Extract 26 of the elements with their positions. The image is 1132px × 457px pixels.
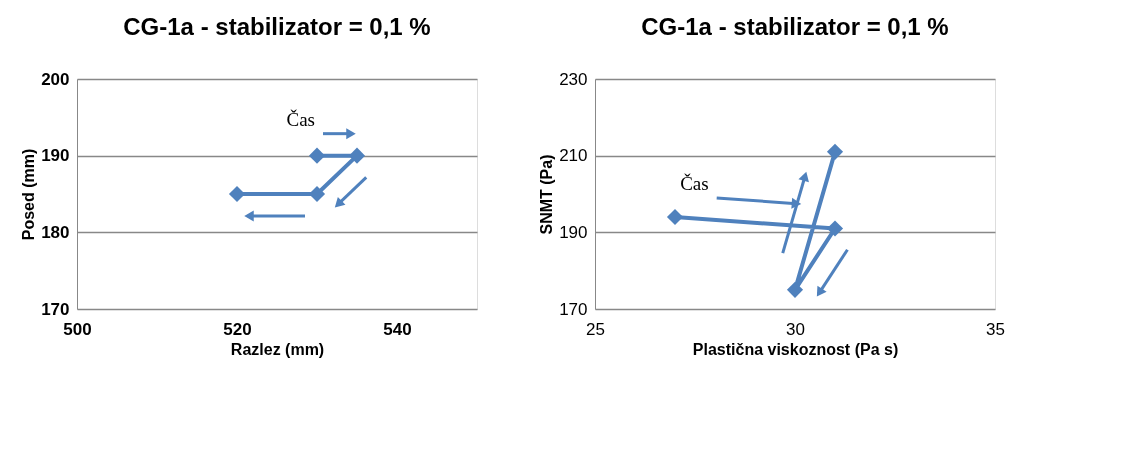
x-tick-label: 35: [986, 319, 1005, 339]
y-axis-title: SNMT (Pa): [538, 154, 556, 235]
y-tick-label: 190: [41, 146, 70, 166]
annotation: Čas: [286, 108, 315, 130]
x-tick-label: 520: [223, 319, 252, 339]
y-tick-label: 170: [559, 299, 588, 319]
y-axis-title: Posed (mm): [20, 148, 38, 241]
y-tick-label: 210: [559, 146, 588, 166]
point: [826, 143, 844, 160]
x-axis-title: Razlez (mm): [230, 340, 325, 358]
x-tick-label: 25: [586, 319, 605, 339]
chart-title: CG-1a - stabilizator = 0,1 %: [123, 13, 431, 40]
y-tick-label: 230: [559, 69, 588, 89]
chart-title: CG-1a - stabilizator = 0,1 %: [641, 13, 949, 40]
y-tick-label: 170: [41, 299, 70, 319]
y-tick-label: 190: [559, 222, 588, 242]
annotation: Čas: [680, 172, 709, 194]
x-tick-label: 30: [786, 319, 805, 339]
point: [826, 220, 844, 237]
x-tick-label: 540: [383, 319, 412, 339]
point: [786, 281, 804, 298]
x-axis-title: Plastična viskoznost (Pa s): [692, 340, 899, 358]
x-tick-label: 500: [63, 319, 92, 339]
point: [666, 208, 684, 226]
y-tick-label: 200: [41, 69, 70, 89]
y-tick-label: 180: [41, 222, 70, 242]
